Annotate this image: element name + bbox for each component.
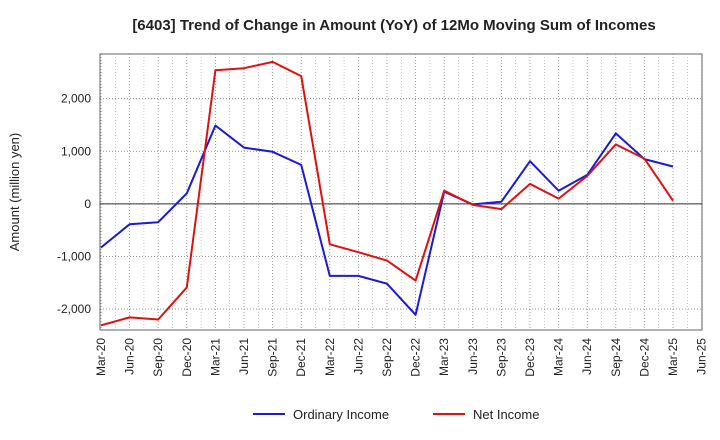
y-tick-label: -1,000	[57, 249, 91, 263]
y-axis-label: Amount (million yen)	[7, 133, 22, 252]
x-tick-label: Sep-22	[380, 338, 394, 377]
series-line-1	[100, 60, 674, 327]
x-tick-label: Dec-24	[637, 338, 651, 377]
x-tick-label: Mar-24	[552, 338, 566, 376]
x-tick-label: Dec-20	[180, 338, 194, 377]
x-tick-label: Mar-25	[666, 338, 680, 376]
x-tick-label: Jun-23	[466, 338, 480, 375]
x-tick-label: Dec-21	[294, 338, 308, 377]
y-tick-label: -2,000	[57, 302, 91, 316]
x-tick-label: Sep-23	[494, 338, 508, 377]
x-tick-label: Dec-22	[409, 338, 423, 377]
x-tick-label: Jun-22	[351, 338, 365, 375]
x-tick-label: Mar-22	[323, 338, 337, 376]
x-tick-label: Jun-21	[237, 338, 251, 375]
x-tick-label: Mar-20	[94, 338, 108, 376]
series-lines	[100, 60, 674, 327]
x-tick-label: Jun-25	[695, 338, 709, 375]
x-tick-label: Sep-20	[151, 338, 165, 377]
grid-lines	[100, 54, 702, 330]
legend: Ordinary Income Net Income	[253, 407, 539, 422]
legend-label-net-income: Net Income	[473, 407, 539, 422]
legend-label-ordinary-income: Ordinary Income	[293, 407, 389, 422]
x-tick-labels: Mar-20 Jun-20 Sep-20 Dec-20 Mar-21 Jun-21 Sep-…	[94, 338, 709, 377]
x-tick-label: Mar-21	[208, 338, 222, 376]
y-tick-label: 0	[84, 197, 91, 211]
y-tick-label: 1,000	[61, 144, 91, 158]
x-tick-label: Jun-20	[123, 338, 137, 375]
y-tick-label: 2,000	[61, 92, 91, 106]
x-tick-label: Sep-24	[609, 338, 623, 377]
x-tick-label: Dec-23	[523, 338, 537, 377]
chart-title: [6403] Trend of Change in Amount (YoY) o…	[132, 17, 655, 34]
series-line-0	[100, 124, 674, 316]
y-tick-labels: -2,000 -1,000 0 1,000 2,000	[57, 92, 91, 316]
x-tick-label: Jun-24	[580, 338, 594, 375]
x-tick-label: Sep-21	[266, 338, 280, 377]
x-tick-label: Mar-23	[437, 338, 451, 376]
